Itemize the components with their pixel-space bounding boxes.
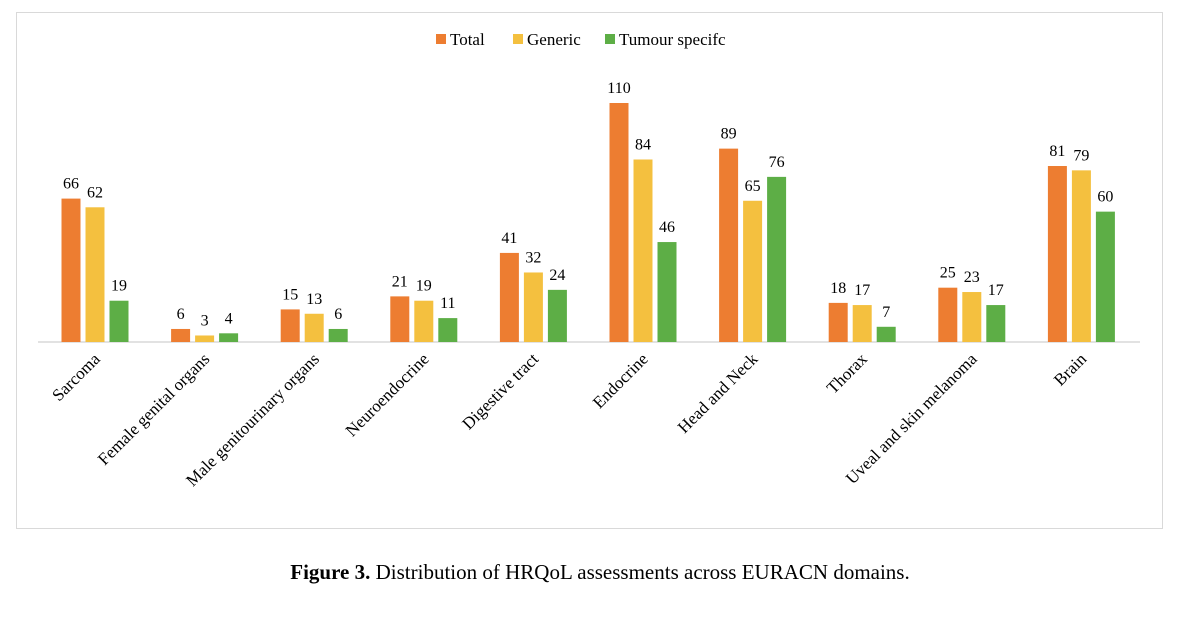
legend-label-tumour-specifc: Tumour specifc xyxy=(619,30,726,49)
data-label-tumour-specifc-endocrine: 46 xyxy=(659,219,675,236)
bar-tumour-specifc-head-and-neck xyxy=(767,176,787,342)
bar-generic-sarcoma xyxy=(85,207,105,342)
caption-label: Figure 3. xyxy=(290,560,371,584)
bar-total-brain xyxy=(1047,166,1067,342)
data-label-generic-brain: 79 xyxy=(1073,147,1089,164)
data-label-tumour-specifc-uveal-and-skin-melanoma: 17 xyxy=(988,282,1004,299)
bar-tumour-specifc-neuroendocrine xyxy=(438,318,458,342)
data-label-tumour-specifc-male-genitourinary-organs: 6 xyxy=(334,306,342,323)
bar-total-sarcoma xyxy=(61,198,81,342)
data-label-generic-uveal-and-skin-melanoma: 23 xyxy=(964,269,980,286)
data-label-tumour-specifc-digestive-tract: 24 xyxy=(549,267,565,284)
legend-swatch-generic xyxy=(513,34,523,44)
bar-tumour-specifc-sarcoma xyxy=(109,300,129,342)
category-label-digestive-tract: Digestive tract xyxy=(458,349,542,433)
bar-total-head-and-neck xyxy=(719,148,739,342)
data-label-total-uveal-and-skin-melanoma: 25 xyxy=(940,265,956,282)
bar-tumour-specifc-endocrine xyxy=(657,242,677,342)
data-label-total-digestive-tract: 41 xyxy=(501,230,517,247)
data-label-total-endocrine: 110 xyxy=(607,80,630,97)
bar-total-neuroendocrine xyxy=(390,296,410,342)
data-label-generic-thorax: 17 xyxy=(854,282,870,299)
chart-frame xyxy=(16,12,1163,529)
category-label-brain: Brain xyxy=(1050,349,1090,389)
bar-generic-neuroendocrine xyxy=(414,300,434,342)
bar-generic-brain xyxy=(1071,170,1091,342)
bar-tumour-specifc-digestive-tract xyxy=(547,289,567,342)
data-label-generic-digestive-tract: 32 xyxy=(525,249,541,266)
bar-total-uveal-and-skin-melanoma xyxy=(938,287,958,342)
data-label-generic-sarcoma: 62 xyxy=(87,184,103,201)
category-label-neuroendocrine: Neuroendocrine xyxy=(342,349,433,440)
bar-generic-thorax xyxy=(852,305,872,342)
data-label-tumour-specifc-thorax: 7 xyxy=(882,304,890,321)
legend-item-generic: Generic xyxy=(513,30,581,49)
bar-tumour-specifc-male-genitourinary-organs xyxy=(328,328,348,342)
data-label-tumour-specifc-neuroendocrine: 11 xyxy=(440,295,455,312)
category-label-female-genital-organs: Female genital organs xyxy=(94,349,213,468)
data-label-tumour-specifc-female-genital-organs: 4 xyxy=(225,310,233,327)
bar-generic-female-genital-organs xyxy=(195,335,215,342)
data-label-total-male-genitourinary-organs: 15 xyxy=(282,286,298,303)
data-label-tumour-specifc-brain: 60 xyxy=(1097,189,1113,206)
category-label-sarcoma: Sarcoma xyxy=(48,349,104,405)
data-label-tumour-specifc-head-and-neck: 76 xyxy=(769,154,785,171)
data-label-total-sarcoma: 66 xyxy=(63,176,79,193)
bar-total-female-genital-organs xyxy=(171,328,191,342)
bar-total-endocrine xyxy=(609,103,629,342)
bar-total-digestive-tract xyxy=(499,252,519,342)
figure-caption: Figure 3. Distribution of HRQoL assessme… xyxy=(0,560,1200,585)
chart-legend: Total Generic Tumour specifc xyxy=(436,30,726,49)
bar-tumour-specifc-female-genital-organs xyxy=(219,333,239,342)
bar-tumour-specifc-uveal-and-skin-melanoma xyxy=(986,305,1006,342)
category-label-endocrine: Endocrine xyxy=(589,349,652,412)
bars-layer xyxy=(61,103,1115,342)
bar-generic-male-genitourinary-organs xyxy=(304,313,324,342)
category-label-thorax: Thorax xyxy=(823,349,872,398)
bar-total-thorax xyxy=(828,302,848,342)
bar-generic-uveal-and-skin-melanoma xyxy=(962,292,982,342)
legend-label-total: Total xyxy=(450,30,485,49)
data-label-generic-female-genital-organs: 3 xyxy=(201,312,209,329)
bar-generic-head-and-neck xyxy=(743,200,763,342)
data-label-tumour-specifc-sarcoma: 19 xyxy=(111,278,127,295)
caption-text: Distribution of HRQoL assessments across… xyxy=(370,560,910,584)
data-label-generic-neuroendocrine: 19 xyxy=(416,278,432,295)
bar-tumour-specifc-brain xyxy=(1095,211,1115,342)
legend-item-total: Total xyxy=(436,30,485,49)
bar-tumour-specifc-thorax xyxy=(876,326,896,342)
data-label-total-female-genital-organs: 6 xyxy=(177,306,185,323)
legend-swatch-total xyxy=(436,34,446,44)
legend-swatch-tumour-specifc xyxy=(605,34,615,44)
data-label-total-neuroendocrine: 21 xyxy=(392,273,408,290)
data-label-total-thorax: 18 xyxy=(830,280,846,297)
bar-generic-endocrine xyxy=(633,159,653,342)
data-label-generic-head-and-neck: 65 xyxy=(745,178,761,195)
bar-total-male-genitourinary-organs xyxy=(280,309,300,342)
category-label-head-and-neck: Head and Neck xyxy=(674,349,762,437)
bar-generic-digestive-tract xyxy=(523,272,543,342)
legend-label-generic: Generic xyxy=(527,30,581,49)
data-label-total-head-and-neck: 89 xyxy=(721,126,737,143)
data-label-total-brain: 81 xyxy=(1049,143,1065,160)
data-label-generic-endocrine: 84 xyxy=(635,136,651,153)
data-label-generic-male-genitourinary-organs: 13 xyxy=(306,291,322,308)
legend-item-tumour-specifc: Tumour specifc xyxy=(605,30,726,49)
